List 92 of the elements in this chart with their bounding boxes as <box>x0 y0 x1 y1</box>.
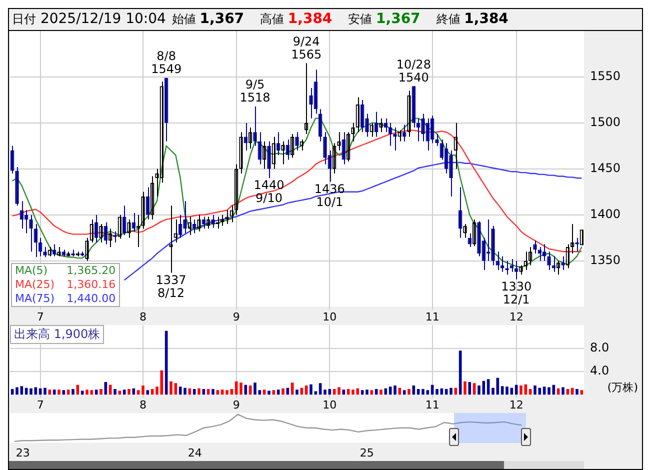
bar <box>534 385 536 395</box>
bar <box>44 388 46 395</box>
y-tick-label: 1400 <box>590 206 621 221</box>
bar <box>254 382 256 395</box>
x-tick-label: 8 <box>140 310 146 324</box>
y-axis-title: (万株) <box>607 381 638 394</box>
bar <box>184 388 186 395</box>
candlestick <box>514 260 518 280</box>
bar <box>198 388 200 395</box>
bar <box>464 381 466 395</box>
bar <box>436 388 438 395</box>
y-tick-label: 8.0 <box>590 340 610 354</box>
annotation: 9/24 1565 <box>291 34 322 62</box>
candlestick <box>533 240 537 254</box>
bar <box>422 388 424 395</box>
candlestick <box>211 214 215 228</box>
chart-subtitle: 始値 1,367 高値 1,384 安値 1,367 終値 1,384 <box>172 11 508 27</box>
y-tick-label: 1500 <box>590 115 621 130</box>
bar <box>30 388 32 395</box>
chart-title: 日付 2025/12/19 10:04 <box>12 11 166 27</box>
annotation: 1440 9/10 <box>254 178 284 206</box>
y-tick-label: 1550 <box>590 69 621 84</box>
bar <box>520 385 522 395</box>
text: MA(25) <box>15 278 55 292</box>
bar <box>100 388 102 395</box>
annotation: 9/5 1518 <box>240 78 270 105</box>
bar <box>86 390 88 395</box>
candlestick <box>267 140 271 179</box>
bar <box>478 385 480 395</box>
bar <box>282 388 284 395</box>
bar <box>352 390 354 395</box>
annotation: 1,360.16 <box>66 278 116 292</box>
x-tick-label: 25 <box>360 446 374 460</box>
bar <box>548 387 550 395</box>
x-tick-label: 12 <box>509 310 524 324</box>
annotation: 10/28 1540 <box>396 57 431 84</box>
bar <box>492 388 494 395</box>
y-tick-label: 1450 <box>590 161 621 176</box>
candlestick <box>547 251 551 271</box>
bar <box>128 388 130 395</box>
bar <box>16 387 18 395</box>
bar <box>506 386 508 395</box>
x-tick-label: 11 <box>425 398 440 412</box>
bar <box>324 390 326 395</box>
y-tick-label: 1350 <box>590 252 621 267</box>
x-tick-label: 7 <box>36 310 44 324</box>
x-tick-label: 9 <box>232 398 240 412</box>
bar <box>72 388 74 395</box>
annotation: 8/8 1549 <box>151 49 182 76</box>
bar <box>366 390 368 395</box>
x-tick-label: 10 <box>322 310 337 324</box>
x-tick-label: 24 <box>188 446 202 460</box>
bar <box>58 390 60 395</box>
bar <box>240 382 242 395</box>
bar <box>212 388 214 395</box>
text: MA(75) <box>15 292 55 306</box>
candlestick <box>435 133 439 146</box>
bar <box>338 387 340 395</box>
bar <box>394 385 396 395</box>
bar <box>142 385 144 395</box>
x-tick-label: 9 <box>232 310 240 324</box>
bar <box>310 384 312 395</box>
bar <box>450 388 452 395</box>
annotation: 1,440.00 <box>66 292 116 306</box>
bar <box>170 381 172 395</box>
x-tick-label: 23 <box>16 446 30 460</box>
bar <box>562 387 564 395</box>
x-tick-label: 10 <box>322 398 337 412</box>
annotation: 1337 8/12 <box>156 272 186 300</box>
x-tick-label: 8 <box>140 398 146 412</box>
chart-title: 出来高 1,900株 <box>10 325 104 344</box>
bar <box>296 390 298 395</box>
bar <box>380 390 382 395</box>
candlestick <box>253 106 257 146</box>
candlestick <box>295 132 299 152</box>
annotation: 1,365.20 <box>66 264 116 278</box>
x-tick-label: 12 <box>509 398 524 412</box>
bar <box>114 388 116 395</box>
x-tick-label: 7 <box>36 398 44 412</box>
bar <box>156 386 158 395</box>
candlestick <box>43 246 47 258</box>
bar <box>576 388 578 395</box>
candlestick <box>561 256 565 271</box>
candlestick <box>29 214 33 252</box>
y-tick-label: 4.0 <box>590 364 610 378</box>
x-tick-label: 11 <box>425 310 440 324</box>
series-label: MA(5) <box>15 264 48 278</box>
bar <box>226 390 228 395</box>
bar <box>408 388 410 395</box>
annotation: 1436 10/1 <box>314 182 345 209</box>
annotation: 1330 12/1 <box>501 279 532 306</box>
bar <box>268 390 270 395</box>
